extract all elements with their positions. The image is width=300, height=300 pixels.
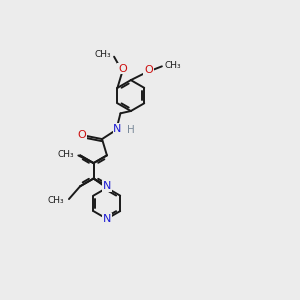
Text: O: O: [144, 65, 153, 75]
Text: H: H: [127, 125, 135, 135]
Text: O: O: [118, 64, 127, 74]
Text: CH₃: CH₃: [48, 196, 64, 205]
Text: N: N: [103, 181, 111, 191]
Text: CH₃: CH₃: [94, 50, 111, 59]
Text: N: N: [103, 214, 111, 224]
Text: N: N: [113, 124, 122, 134]
Text: O: O: [77, 130, 86, 140]
Text: CH₃: CH₃: [57, 150, 74, 159]
Text: CH₃: CH₃: [165, 61, 181, 70]
